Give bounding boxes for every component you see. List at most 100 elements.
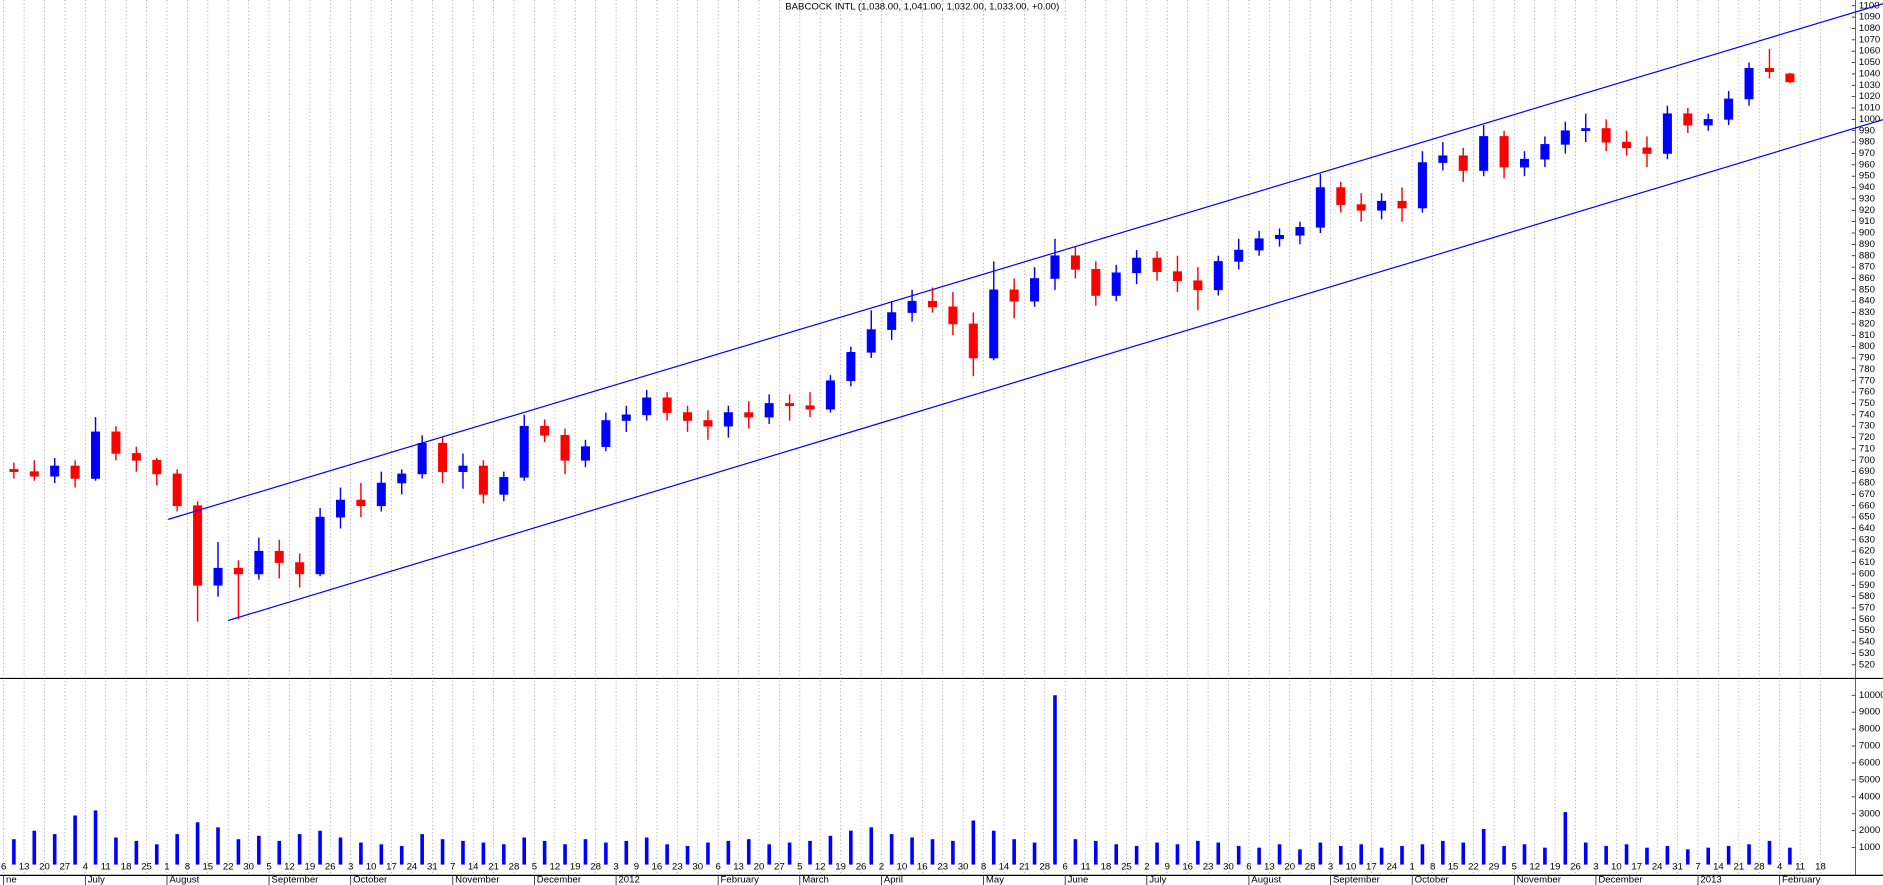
volume-bar xyxy=(1257,847,1261,865)
candle-body xyxy=(131,453,141,461)
candle-body xyxy=(1234,249,1244,262)
volume-bar xyxy=(1338,845,1343,865)
y-tick-label: 850 xyxy=(1859,284,1875,295)
x-tick-label: 25 xyxy=(141,862,152,873)
volume-bar xyxy=(1216,842,1221,865)
candle-body xyxy=(1438,155,1448,163)
x-tick-label: 10 xyxy=(366,862,377,873)
volume-bar xyxy=(869,827,874,865)
candle-body xyxy=(683,412,693,421)
x-tick-label: 20 xyxy=(1284,862,1295,873)
month-label: August xyxy=(169,875,199,885)
x-tick-label: 9 xyxy=(634,862,639,873)
y-tick-label: 940 xyxy=(1859,182,1875,193)
volume-bar xyxy=(726,840,731,865)
x-tick-label: 8 xyxy=(185,862,190,873)
volume-bar xyxy=(134,840,139,865)
volume-tick-label: 8000 xyxy=(1859,724,1880,735)
volume-bar xyxy=(1543,847,1547,865)
y-tick-label: 820 xyxy=(1859,318,1875,329)
volume-bar xyxy=(930,839,935,865)
volume-bar xyxy=(1175,844,1180,865)
x-tick-label: 21 xyxy=(1734,862,1745,873)
x-tick-label: 23 xyxy=(672,862,683,873)
volume-bar xyxy=(52,834,57,865)
volume-bar xyxy=(1583,842,1588,865)
volume-bar xyxy=(644,837,649,865)
candle-body xyxy=(1275,234,1285,239)
y-tick-label: 1030 xyxy=(1859,80,1880,91)
volume-bar xyxy=(236,839,241,865)
x-tick-label: 3 xyxy=(613,862,618,873)
x-tick-label: 26 xyxy=(325,862,336,873)
volume-bar xyxy=(379,844,384,865)
y-tick-label: 760 xyxy=(1859,387,1875,398)
volume-bar xyxy=(257,835,261,865)
candle-body xyxy=(1336,187,1346,205)
volume-bar xyxy=(828,835,833,865)
volume-bar xyxy=(665,844,669,865)
candle-body xyxy=(621,414,631,421)
candle-body xyxy=(1132,257,1142,274)
candle-body xyxy=(1091,269,1101,296)
y-tick-label: 740 xyxy=(1859,409,1875,420)
volume-bar xyxy=(297,834,302,865)
candle-body xyxy=(1519,158,1529,168)
volume-bar xyxy=(1461,842,1466,865)
candle-body xyxy=(601,420,611,447)
candle-body xyxy=(1397,200,1407,209)
candle-body xyxy=(540,425,550,436)
candle-body xyxy=(907,300,917,313)
y-tick-label: 870 xyxy=(1859,262,1875,273)
volume-bar xyxy=(1481,829,1486,865)
x-tick-label: 12 xyxy=(550,862,561,873)
month-label: ne xyxy=(6,875,17,885)
volume-bar xyxy=(32,830,37,865)
x-tick-label: 28 xyxy=(1754,862,1765,873)
x-tick-label: 16 xyxy=(917,862,928,873)
x-tick-label: 30 xyxy=(1223,862,1234,873)
candle-body xyxy=(213,567,223,586)
volume-bar xyxy=(1665,845,1670,865)
x-tick-label: 31 xyxy=(427,862,438,873)
volume-bar xyxy=(1747,844,1751,865)
x-tick-label: 17 xyxy=(1631,862,1642,873)
volume-bar xyxy=(1236,845,1241,865)
candle-body xyxy=(193,505,203,586)
x-tick-label: 2 xyxy=(1144,862,1149,873)
month-label: 2013 xyxy=(1700,875,1721,885)
candle-body xyxy=(499,477,509,495)
month-label: April xyxy=(884,875,903,885)
volume-tick-label: 6000 xyxy=(1859,758,1880,769)
candle-body xyxy=(295,562,305,575)
volume-bar xyxy=(624,840,629,865)
volume-bar xyxy=(1604,845,1608,865)
x-tick-label: 14 xyxy=(468,862,479,873)
volume-bar xyxy=(1155,842,1159,865)
x-tick-label: 24 xyxy=(407,862,418,873)
volume-bar xyxy=(93,810,98,865)
volume-bar xyxy=(175,834,179,865)
volume-bar xyxy=(399,845,404,865)
y-tick-label: 810 xyxy=(1859,330,1875,341)
candle-body xyxy=(1724,98,1734,120)
candle-body xyxy=(9,469,19,472)
x-tick-label: 16 xyxy=(652,862,663,873)
x-tick-label: 13 xyxy=(733,862,744,873)
y-tick-label: 840 xyxy=(1859,296,1875,307)
candle-body xyxy=(274,550,284,563)
month-label: July xyxy=(88,875,105,885)
volume-bar xyxy=(1645,847,1649,865)
month-label: November xyxy=(455,875,500,885)
volume-bar xyxy=(1298,849,1302,865)
volume-bar xyxy=(849,830,853,865)
y-tick-label: 550 xyxy=(1859,625,1875,636)
candle-body xyxy=(1744,67,1754,100)
x-tick-label: 22 xyxy=(223,862,234,873)
volume-bar xyxy=(706,842,710,865)
candle-body xyxy=(825,380,835,410)
candle-body xyxy=(805,405,815,410)
trendline xyxy=(228,118,1883,622)
candle-body xyxy=(989,289,999,359)
